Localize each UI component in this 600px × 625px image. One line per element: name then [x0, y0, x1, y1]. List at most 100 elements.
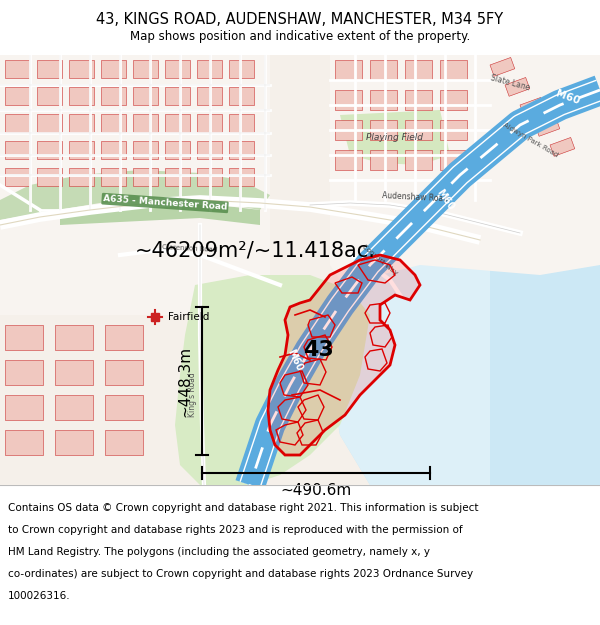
- Bar: [370, 150, 397, 170]
- Bar: [405, 90, 432, 110]
- Text: ~46209m²/~11.418ac.: ~46209m²/~11.418ac.: [134, 240, 376, 260]
- Bar: [405, 120, 432, 140]
- Bar: [69, 87, 94, 105]
- Bar: [101, 168, 126, 186]
- Text: M60: M60: [554, 88, 581, 106]
- Bar: [5, 395, 43, 420]
- Text: 43: 43: [302, 340, 334, 360]
- Polygon shape: [268, 255, 420, 455]
- Text: HM Land Registry. The polygons (including the associated geometry, namely x, y: HM Land Registry. The polygons (includin…: [8, 547, 430, 557]
- Text: Slate Lane: Slate Lane: [490, 73, 530, 92]
- Bar: [370, 120, 397, 140]
- Bar: [101, 114, 126, 132]
- Polygon shape: [330, 55, 600, 295]
- Bar: [505, 78, 530, 96]
- Bar: [69, 141, 94, 159]
- Text: co-ordinates) are subject to Crown copyright and database rights 2023 Ordnance S: co-ordinates) are subject to Crown copyr…: [8, 569, 473, 579]
- Bar: [37, 141, 62, 159]
- Bar: [197, 168, 222, 186]
- Text: Audenshaw Road: Audenshaw Road: [382, 191, 448, 203]
- Bar: [55, 360, 93, 385]
- Bar: [55, 430, 93, 455]
- Bar: [229, 87, 254, 105]
- Bar: [37, 114, 62, 132]
- Bar: [5, 60, 30, 78]
- Bar: [37, 168, 62, 186]
- Bar: [229, 60, 254, 78]
- Bar: [165, 60, 190, 78]
- Bar: [197, 87, 222, 105]
- Bar: [197, 141, 222, 159]
- Text: ~490.6m: ~490.6m: [280, 483, 352, 498]
- Text: 43, KINGS ROAD, AUDENSHAW, MANCHESTER, M34 5FY: 43, KINGS ROAD, AUDENSHAW, MANCHESTER, M…: [97, 12, 503, 27]
- Bar: [197, 60, 222, 78]
- Bar: [105, 325, 143, 350]
- Bar: [335, 90, 362, 110]
- Bar: [69, 168, 94, 186]
- Bar: [197, 114, 222, 132]
- Bar: [133, 168, 158, 186]
- Bar: [165, 87, 190, 105]
- Bar: [69, 114, 94, 132]
- Text: Clarendon Road: Clarendon Road: [163, 244, 218, 253]
- Bar: [105, 430, 143, 455]
- Text: M60: M60: [286, 348, 304, 372]
- Text: King's Road: King's Road: [188, 372, 197, 418]
- Bar: [370, 90, 397, 110]
- Bar: [5, 87, 30, 105]
- Bar: [335, 150, 362, 170]
- Bar: [535, 118, 560, 136]
- Bar: [165, 114, 190, 132]
- Text: M60: M60: [434, 188, 456, 213]
- Bar: [165, 141, 190, 159]
- Polygon shape: [0, 170, 270, 220]
- Polygon shape: [60, 203, 260, 225]
- Text: Contains OS data © Crown copyright and database right 2021. This information is : Contains OS data © Crown copyright and d…: [8, 503, 479, 513]
- Bar: [133, 87, 158, 105]
- Bar: [5, 430, 43, 455]
- Bar: [165, 168, 190, 186]
- Bar: [105, 360, 143, 385]
- Bar: [101, 60, 126, 78]
- Bar: [335, 60, 362, 80]
- Text: Consort Way: Consort Way: [361, 244, 399, 276]
- Bar: [335, 120, 362, 140]
- Text: Map shows position and indicative extent of the property.: Map shows position and indicative extent…: [130, 30, 470, 43]
- Bar: [37, 60, 62, 78]
- Bar: [5, 114, 30, 132]
- Bar: [440, 120, 467, 140]
- Bar: [5, 141, 30, 159]
- Bar: [101, 87, 126, 105]
- Bar: [520, 98, 545, 116]
- Bar: [229, 114, 254, 132]
- Bar: [490, 58, 515, 76]
- Text: Playing Field: Playing Field: [367, 132, 424, 141]
- Polygon shape: [0, 55, 270, 315]
- Bar: [229, 168, 254, 186]
- Bar: [5, 360, 43, 385]
- Text: 100026316.: 100026316.: [8, 591, 71, 601]
- Polygon shape: [175, 275, 370, 485]
- Bar: [133, 141, 158, 159]
- Polygon shape: [330, 125, 600, 485]
- Bar: [440, 60, 467, 80]
- Polygon shape: [340, 110, 450, 165]
- Text: to Crown copyright and database rights 2023 and is reproduced with the permissio: to Crown copyright and database rights 2…: [8, 525, 463, 535]
- Bar: [550, 138, 575, 156]
- Bar: [69, 60, 94, 78]
- Bar: [55, 325, 93, 350]
- Bar: [405, 150, 432, 170]
- Bar: [133, 114, 158, 132]
- Bar: [370, 60, 397, 80]
- Bar: [440, 150, 467, 170]
- Bar: [55, 395, 93, 420]
- Bar: [5, 325, 43, 350]
- Bar: [105, 395, 143, 420]
- Bar: [101, 141, 126, 159]
- Bar: [405, 60, 432, 80]
- Polygon shape: [330, 55, 600, 485]
- Bar: [440, 90, 467, 110]
- Bar: [229, 141, 254, 159]
- Text: Aldwyn Park Road: Aldwyn Park Road: [502, 122, 559, 158]
- Bar: [37, 87, 62, 105]
